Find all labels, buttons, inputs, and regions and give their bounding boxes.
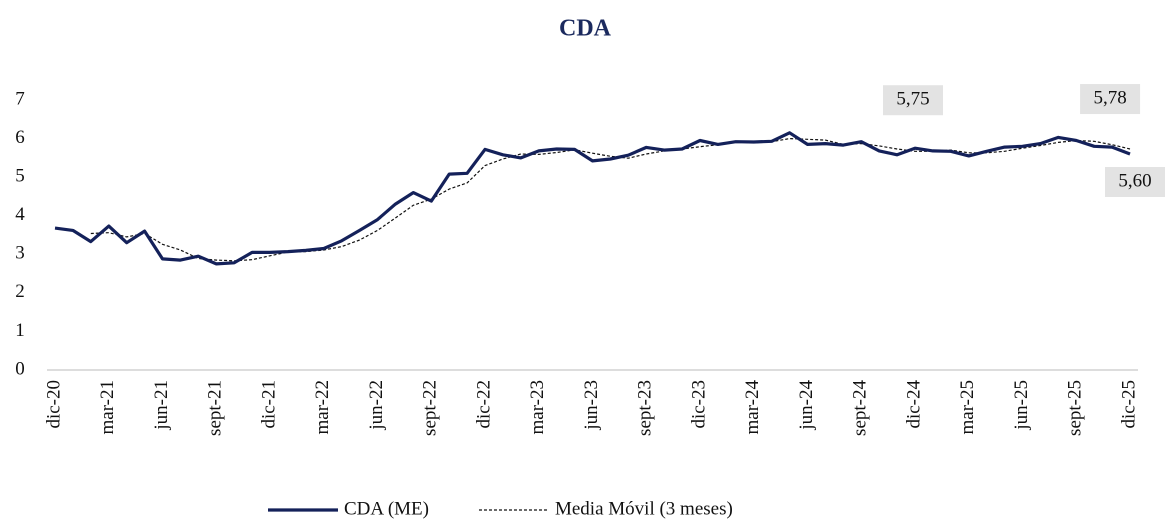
y-tick-label: 5 bbox=[15, 166, 25, 187]
x-tick-label: dic-20 bbox=[43, 380, 64, 429]
x-tick-label: jun-21 bbox=[151, 380, 172, 431]
x-tick-label: dic-24 bbox=[903, 380, 924, 429]
x-tick-label: mar-22 bbox=[312, 380, 333, 435]
y-tick-label: 6 bbox=[15, 127, 25, 148]
line-series bbox=[54, 131, 1131, 266]
legend-label: CDA (ME) bbox=[344, 498, 429, 519]
x-tick-label: dic-21 bbox=[258, 380, 279, 429]
x-tick-label: sept-21 bbox=[205, 380, 226, 436]
data-label: 5,60 bbox=[1118, 170, 1151, 191]
y-tick-label: 0 bbox=[15, 358, 25, 379]
x-tick-label: dic-22 bbox=[473, 380, 494, 429]
chart-title: CDA bbox=[559, 16, 612, 42]
y-tick-label: 7 bbox=[15, 88, 25, 109]
data-label: 5,75 bbox=[896, 89, 929, 110]
x-tick-label: dic-23 bbox=[688, 380, 709, 429]
x-tick-label: jun-23 bbox=[581, 380, 602, 431]
data-label-box bbox=[883, 85, 943, 116]
data-label: 5,78 bbox=[1093, 87, 1126, 108]
x-tick-label: jun-24 bbox=[796, 380, 817, 431]
x-tick-label: mar-23 bbox=[527, 380, 548, 435]
x-tick-label: mar-21 bbox=[97, 380, 118, 435]
x-tick-label: jun-22 bbox=[366, 380, 387, 431]
y-tick-label: 2 bbox=[15, 281, 25, 302]
x-tick-label: sept-22 bbox=[420, 380, 441, 436]
line-series bbox=[90, 138, 1131, 262]
x-tick-label: dic-25 bbox=[1118, 380, 1139, 429]
x-tick-label: sept-23 bbox=[635, 380, 656, 436]
x-tick-label: mar-24 bbox=[742, 380, 763, 435]
y-tick-label: 4 bbox=[15, 204, 25, 225]
x-tick-label: sept-25 bbox=[1065, 380, 1086, 436]
y-tick-label: 1 bbox=[15, 320, 25, 341]
x-tick-label: sept-24 bbox=[850, 380, 871, 436]
data-label-box bbox=[1080, 84, 1141, 115]
x-tick-label: jun-25 bbox=[1011, 380, 1032, 431]
data-label-box bbox=[1105, 167, 1165, 197]
x-tick-label: mar-25 bbox=[957, 380, 978, 435]
y-tick-label: 3 bbox=[15, 243, 25, 264]
legend-label: Media Móvil (3 meses) bbox=[555, 498, 733, 519]
